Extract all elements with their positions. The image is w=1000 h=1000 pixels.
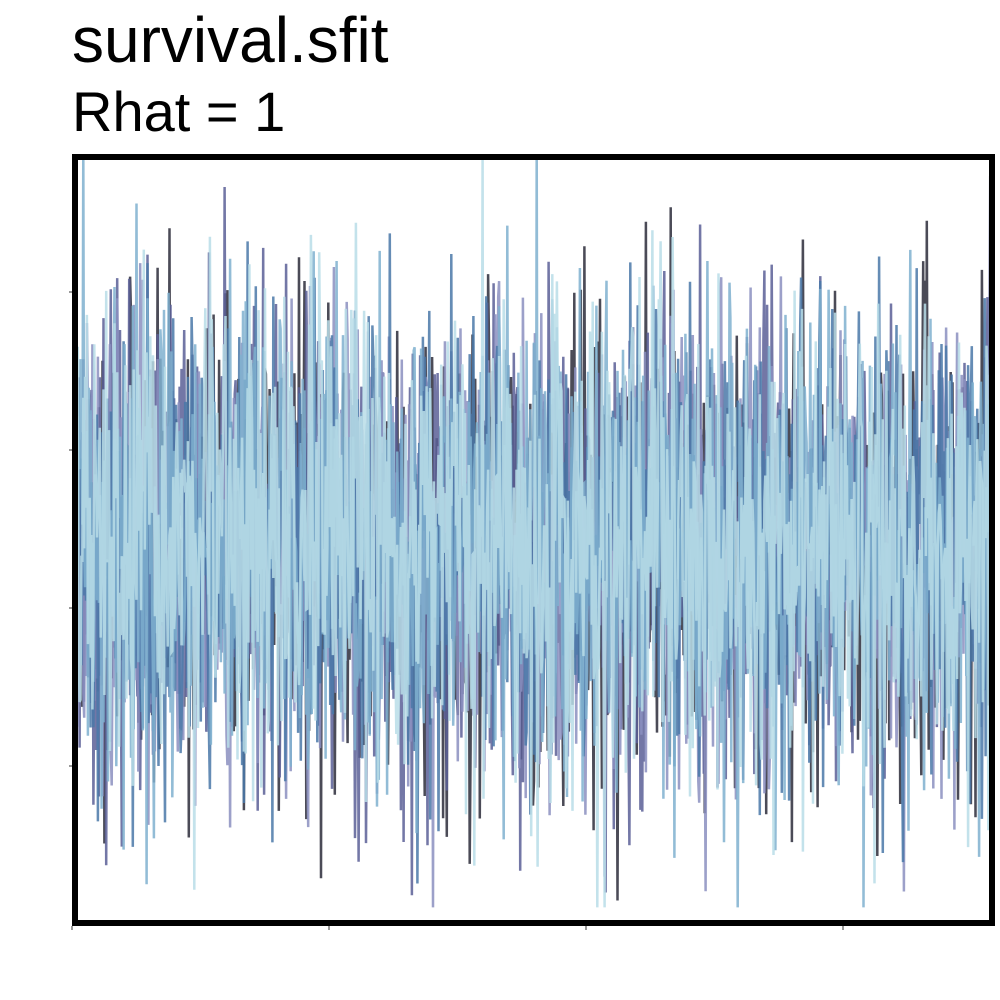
trace-chain-6 xyxy=(75,157,992,908)
axis-ticks xyxy=(69,291,844,930)
plot-frame xyxy=(72,154,995,926)
trace-lines xyxy=(75,157,992,908)
chart-title: survival.sfit xyxy=(72,4,389,76)
chart-subtitle: Rhat = 1 xyxy=(72,80,286,143)
